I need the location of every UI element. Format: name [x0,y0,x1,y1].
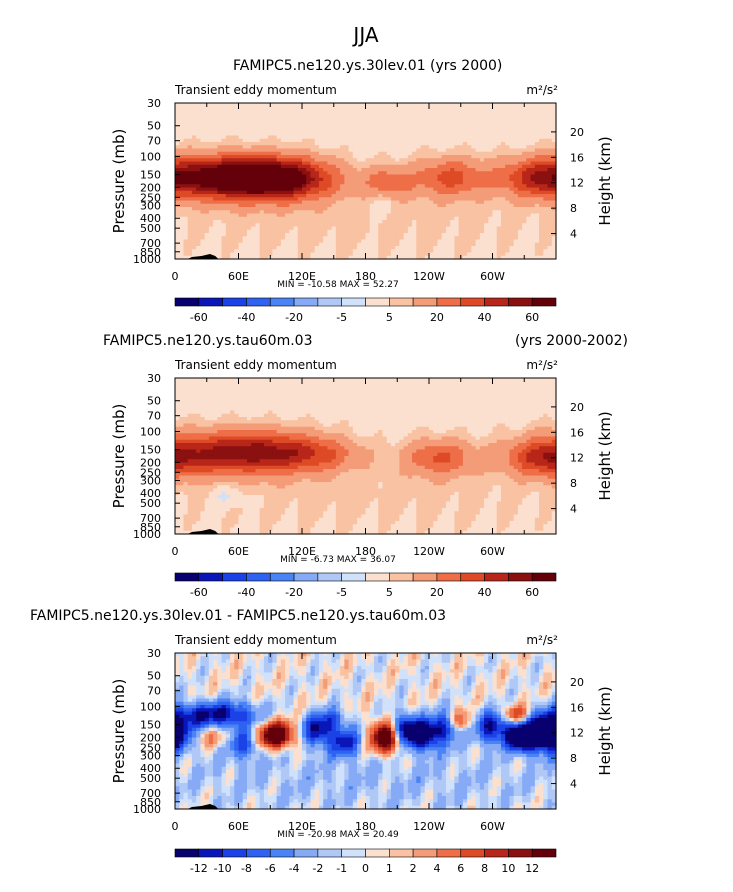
colorbar-label: -5 [336,311,347,324]
colorbar-box [342,298,366,306]
colorbar-box [175,298,199,306]
lon-tick-label: 0 [172,270,179,283]
pressure-tick-label: 500 [140,222,161,235]
chart-2: FAMIPC5.ne120.ys.tau60m.03 (yrs 2000-2002… [103,333,628,599]
height-tick-label: 4 [570,228,577,241]
colorbar-box [199,298,223,306]
chart-title: FAMIPC5.ne120.ys.30lev.01 (yrs 2000) [233,58,502,74]
lon-tick-label: 120W [413,270,445,283]
chart-subtitle: Transient eddy momentum [174,358,337,372]
pressure-tick-label: 50 [147,120,161,133]
colorbar-box [246,298,270,306]
colorbar-box [270,298,294,306]
colorbar-box [508,298,532,306]
field-raster [175,378,557,535]
colorbar-label: -60 [190,311,208,324]
colorbar-label: -20 [285,311,303,324]
colorbar-box [389,298,413,306]
height-tick-label: 20 [570,126,584,139]
chart-units: m²/s² [526,358,558,372]
colorbar-box [485,298,509,306]
colorbar-box [223,298,247,306]
height-tick-label: 12 [570,177,584,190]
colorbar-label: 40 [478,311,492,324]
colorbar-box [294,298,318,306]
colorbar-label: 20 [430,311,444,324]
figure-canvas: JJA FAMIPC5.ne120.ys.30lev.01 (yrs 2000)… [0,0,733,888]
lon-tick-label: 60W [480,270,505,283]
height-tick-label: 16 [570,151,584,164]
colorbar-label: 60 [525,311,539,324]
colorbar-label: -40 [237,311,255,324]
colorbar-box [318,298,342,306]
chart-title-right: (yrs 2000-2002) [515,333,628,349]
chart-1: FAMIPC5.ne120.ys.30lev.01 (yrs 2000) Tran… [110,58,614,324]
colorbar-box [413,298,437,306]
pressure-tick-label: 300 [140,199,161,212]
chart-title: FAMIPC5.ne120.ys.tau60m.03 [103,333,312,349]
y-axis-right-label: Height (km) [596,136,614,225]
pressure-tick-label: 100 [140,151,161,164]
field-raster [175,103,557,260]
pressure-tick-label: 70 [147,135,161,148]
chart-subtitle: Transient eddy momentum [174,83,337,97]
y-axis-label: Pressure (mb) [110,129,128,234]
page-title: JJA [351,23,378,47]
pressure-tick-label: 30 [147,97,161,110]
pressure-tick-label: 1000 [133,253,161,266]
colorbar-box [366,298,390,306]
colorbar-box [437,298,461,306]
stats-line: MIN = -10.58 MAX = 52.27 [277,280,398,290]
chart-units: m²/s² [526,83,558,97]
pressure-tick-label: 150 [140,169,161,182]
lon-tick-label: 60E [228,270,249,283]
colorbar-box [532,298,556,306]
colorbar: -60 -40 -20 -5 5 20 40 60 [175,298,556,324]
colorbar-box [461,298,485,306]
height-tick-label: 8 [570,202,577,215]
colorbar-label: 5 [386,311,393,324]
